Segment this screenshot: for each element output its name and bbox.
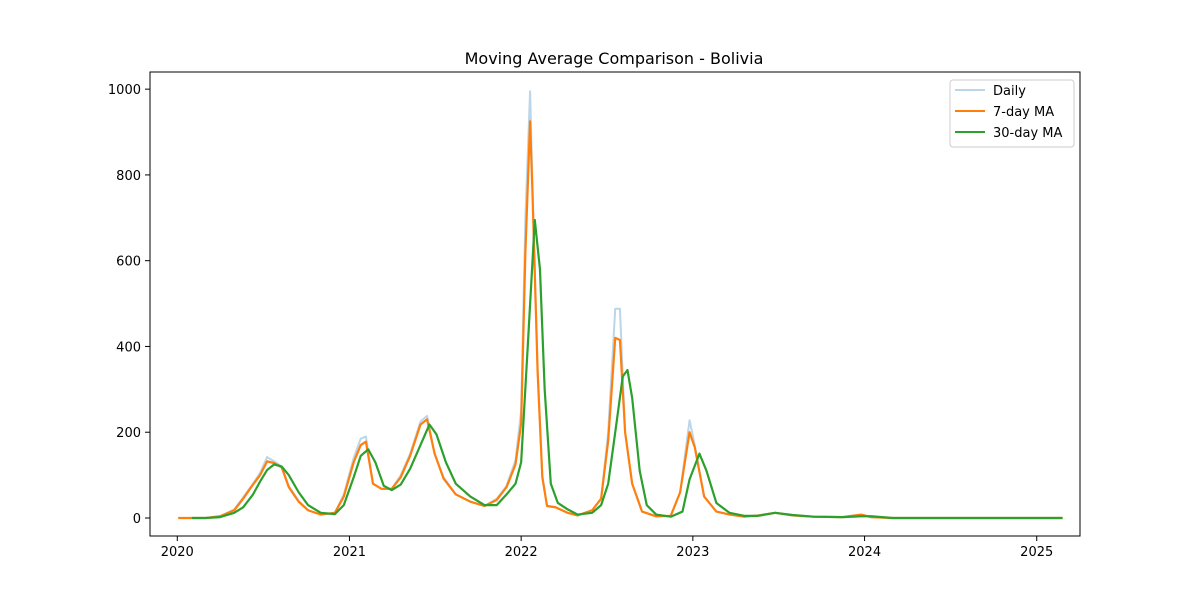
x-tick-label: 2025 [1020, 545, 1053, 560]
y-axis: 0 200 400 600 800 1000 [108, 83, 150, 527]
x-tick-label: 2024 [848, 545, 881, 560]
legend: Daily 7-day MA 30-day MA [949, 79, 1075, 148]
y-tick-label: 600 [116, 255, 141, 270]
plot-frame [149, 71, 1081, 537]
legend-label-daily: Daily [993, 84, 1026, 99]
x-axis: 2020 2021 2022 2023 2024 2025 [161, 536, 1053, 560]
x-tick-label: 2023 [676, 545, 709, 560]
y-tick-label: 200 [116, 426, 141, 441]
legend-label-7-day-ma: 7-day MA [993, 105, 1054, 120]
series-line-7-day-ma [178, 120, 1063, 520]
x-tick-label: 2020 [161, 545, 194, 560]
y-tick-label: 800 [116, 169, 141, 184]
legend-label-30-day-ma: 30-day MA [993, 126, 1062, 141]
x-tick-label: 2022 [505, 545, 538, 560]
legend-box [949, 79, 1075, 148]
y-tick-label: 400 [116, 340, 141, 355]
y-tick-label: 0 [133, 512, 141, 527]
series-line-daily [178, 90, 1063, 519]
y-tick-label: 1000 [108, 83, 141, 98]
series-line-30-day-ma [191, 218, 1063, 520]
plot-lines [178, 90, 1063, 520]
x-tick-label: 2021 [333, 545, 366, 560]
chart-title: Moving Average Comparison - Bolivia [465, 49, 764, 68]
